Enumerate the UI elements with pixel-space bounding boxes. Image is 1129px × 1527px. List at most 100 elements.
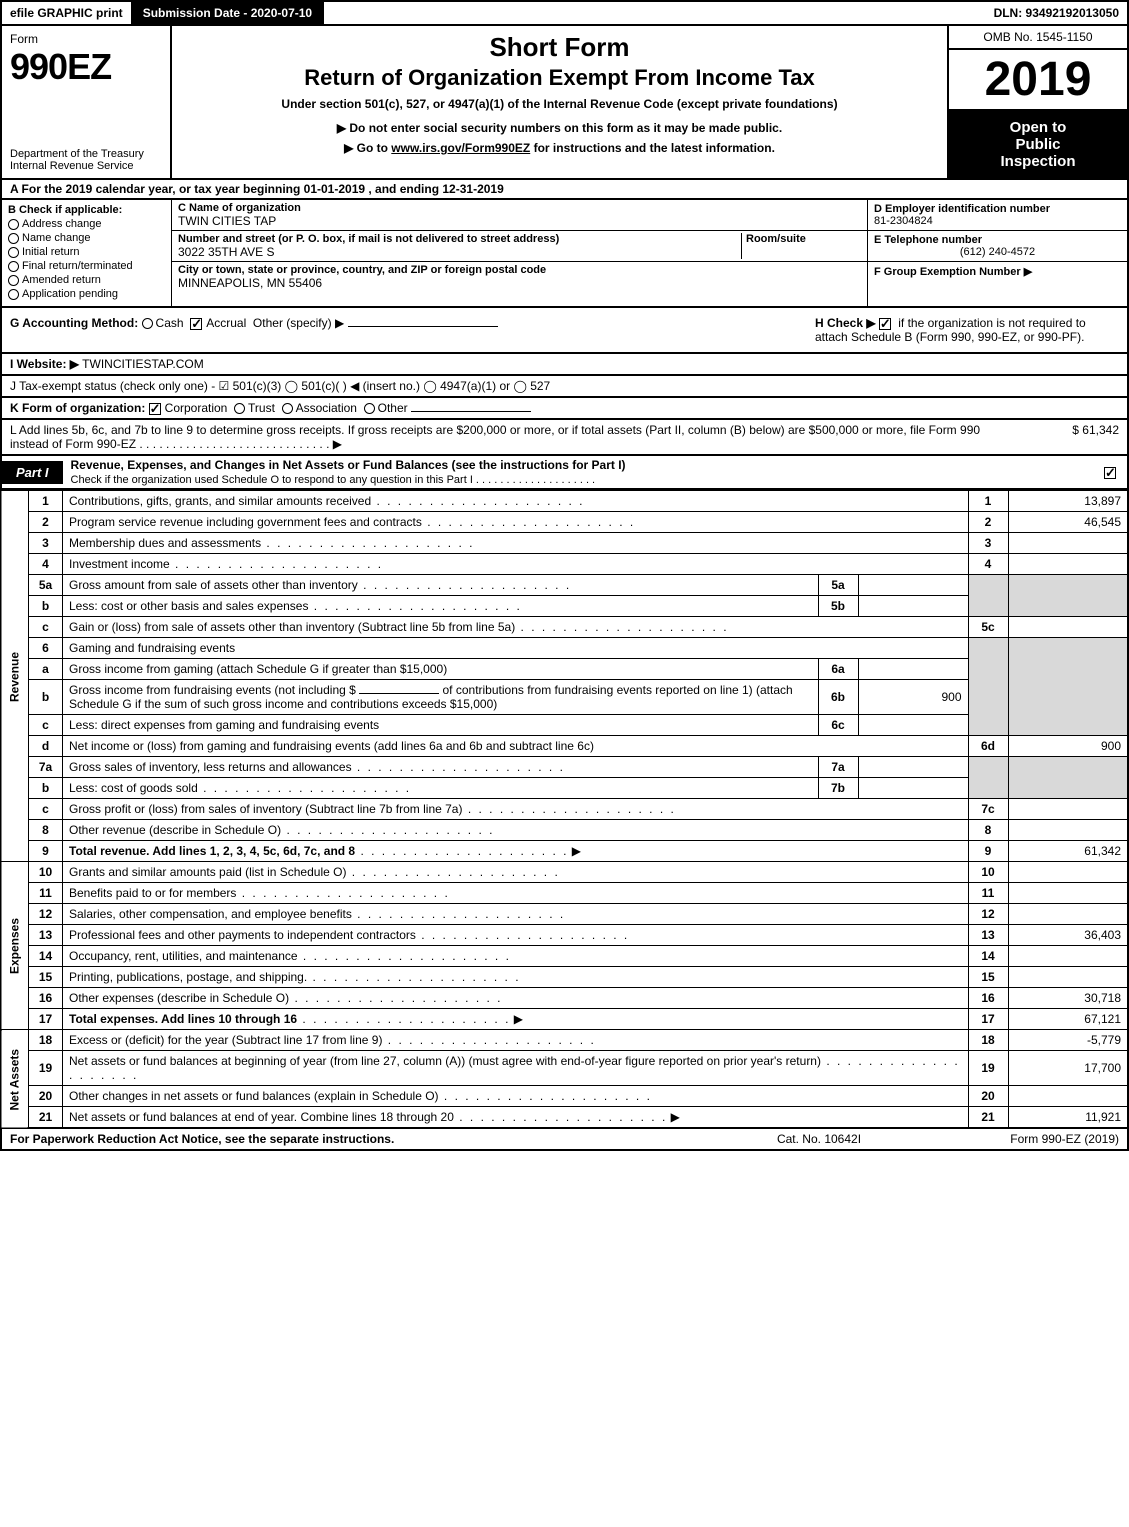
footer-left: For Paperwork Reduction Act Notice, see …	[10, 1132, 719, 1146]
other-org-blank[interactable]	[411, 411, 531, 412]
l6c-sn: 6c	[818, 715, 858, 736]
part-i-check[interactable]	[1097, 465, 1127, 479]
department-label: Department of the Treasury Internal Reve…	[10, 148, 162, 172]
radio-other-org[interactable]	[364, 403, 375, 414]
chk-address-change[interactable]: Address change	[8, 218, 165, 230]
line-17: 17 Total expenses. Add lines 10 through …	[1, 1009, 1128, 1030]
l6b-blank[interactable]	[359, 693, 439, 694]
l10-rn: 10	[968, 862, 1008, 883]
row-j-tax-exempt: J Tax-exempt status (check only one) - ☑…	[0, 376, 1129, 398]
chk-application-pending[interactable]: Application pending	[8, 288, 165, 300]
l5a-sn: 5a	[818, 575, 858, 596]
radio-cash[interactable]	[142, 318, 153, 329]
header-left: Form 990EZ Department of the Treasury In…	[2, 26, 172, 178]
open-line2: Public	[953, 136, 1123, 153]
radio-trust[interactable]	[234, 403, 245, 414]
l14-no: 14	[29, 946, 63, 967]
l9-ra: 61,342	[1008, 841, 1128, 862]
l15-no: 15	[29, 967, 63, 988]
l19-ra: 17,700	[1008, 1051, 1128, 1086]
open-line3: Inspection	[953, 153, 1123, 170]
part-i-header: Part I Revenue, Expenses, and Changes in…	[0, 456, 1129, 490]
group-exemption-block: F Group Exemption Number ▶	[868, 262, 1127, 281]
l6c-desc: Less: direct expenses from gaming and fu…	[69, 718, 379, 732]
l7ab-ra-grey	[1008, 757, 1128, 799]
l1-no: 1	[29, 491, 63, 512]
l14-rn: 14	[968, 946, 1008, 967]
l19-no: 19	[29, 1051, 63, 1086]
l7a-no: 7a	[29, 757, 63, 778]
l13-no: 13	[29, 925, 63, 946]
chk-amended-return[interactable]: Amended return	[8, 274, 165, 286]
line-6a: a Gross income from gaming (attach Sched…	[1, 659, 1128, 680]
line-2: 2 Program service revenue including gove…	[1, 512, 1128, 533]
submission-date-button[interactable]: Submission Date - 2020-07-10	[133, 2, 324, 24]
l19-desc: Net assets or fund balances at beginning…	[69, 1054, 821, 1068]
city-value: MINNEAPOLIS, MN 55406	[178, 276, 861, 290]
other-specify-blank[interactable]	[348, 326, 498, 327]
l4-ra	[1008, 554, 1128, 575]
radio-association[interactable]	[282, 403, 293, 414]
l16-ra: 30,718	[1008, 988, 1128, 1009]
line-20: 20 Other changes in net assets or fund b…	[1, 1086, 1128, 1107]
l6a-desc: Gross income from gaming (attach Schedul…	[69, 662, 447, 676]
accounting-method: G Accounting Method: Cash Accrual Other …	[2, 308, 807, 352]
l9-rn: 9	[968, 841, 1008, 862]
l2-rn: 2	[968, 512, 1008, 533]
l5a-desc: Gross amount from sale of assets other t…	[69, 578, 358, 592]
l5a-no: 5a	[29, 575, 63, 596]
l7a-sn: 7a	[818, 757, 858, 778]
under-section: Under section 501(c), 527, or 4947(a)(1)…	[182, 97, 937, 111]
l15-rn: 15	[968, 967, 1008, 988]
col-b-header: B Check if applicable:	[8, 204, 165, 216]
l2-ra: 46,545	[1008, 512, 1128, 533]
l17-rn: 17	[968, 1009, 1008, 1030]
l7b-sn: 7b	[818, 778, 858, 799]
dept-treasury: Department of the Treasury	[10, 148, 162, 160]
l6b-no: b	[29, 680, 63, 715]
l21-ra: 11,921	[1008, 1107, 1128, 1129]
l7c-no: c	[29, 799, 63, 820]
l9-no: 9	[29, 841, 63, 862]
org-name-value: TWIN CITIES TAP	[178, 214, 861, 228]
l5ab-rn-grey	[968, 575, 1008, 617]
footer-cat-no: Cat. No. 10642I	[719, 1132, 919, 1146]
l7b-no: b	[29, 778, 63, 799]
l12-ra	[1008, 904, 1128, 925]
side-expenses: Expenses	[1, 862, 29, 1030]
l16-no: 16	[29, 988, 63, 1009]
chk-corporation[interactable]	[149, 403, 161, 415]
goto-pre: ▶ Go to	[344, 141, 391, 155]
row-k-org-form: K Form of organization: Corporation Trus…	[0, 398, 1129, 420]
assoc-label: Association	[296, 401, 357, 415]
header-middle: Short Form Return of Organization Exempt…	[172, 26, 947, 178]
l19-rn: 19	[968, 1051, 1008, 1086]
open-to-public: Open to Public Inspection	[949, 111, 1127, 178]
footer-form-no: Form 990-EZ (2019)	[919, 1132, 1119, 1146]
l11-desc: Benefits paid to or for members	[69, 886, 236, 900]
efile-print-button[interactable]: efile GRAPHIC print	[2, 2, 133, 24]
cash-label: Cash	[156, 316, 184, 330]
irs-link[interactable]: www.irs.gov/Form990EZ	[391, 141, 530, 155]
accrual-label: Accrual	[206, 316, 246, 330]
l7a-desc: Gross sales of inventory, less returns a…	[69, 760, 352, 774]
col-c-org-info: C Name of organization TWIN CITIES TAP N…	[172, 200, 867, 306]
line-8: 8 Other revenue (describe in Schedule O)…	[1, 820, 1128, 841]
chk-accrual[interactable]	[190, 318, 202, 330]
l6d-desc: Net income or (loss) from gaming and fun…	[69, 739, 594, 753]
chk-initial-return[interactable]: Initial return	[8, 246, 165, 258]
part-i-title: Revenue, Expenses, and Changes in Net As…	[71, 458, 626, 472]
l11-rn: 11	[968, 883, 1008, 904]
part-i-table: Revenue 1 Contributions, gifts, grants, …	[0, 490, 1129, 1129]
line-6: 6 Gaming and fundraising events	[1, 638, 1128, 659]
chk-schedule-b[interactable]	[879, 318, 891, 330]
chk-name-change[interactable]: Name change	[8, 232, 165, 244]
street-block: Number and street (or P. O. box, if mail…	[172, 231, 867, 262]
l17-desc: Total expenses. Add lines 10 through 16	[69, 1012, 297, 1026]
chk-final-return[interactable]: Final return/terminated	[8, 260, 165, 272]
line-13: 13 Professional fees and other payments …	[1, 925, 1128, 946]
ein-block: D Employer identification number 81-2304…	[868, 200, 1127, 231]
row-l-gross-receipts: L Add lines 5b, 6c, and 7b to line 9 to …	[0, 420, 1129, 456]
l20-no: 20	[29, 1086, 63, 1107]
line-6b: b Gross income from fundraising events (…	[1, 680, 1128, 715]
